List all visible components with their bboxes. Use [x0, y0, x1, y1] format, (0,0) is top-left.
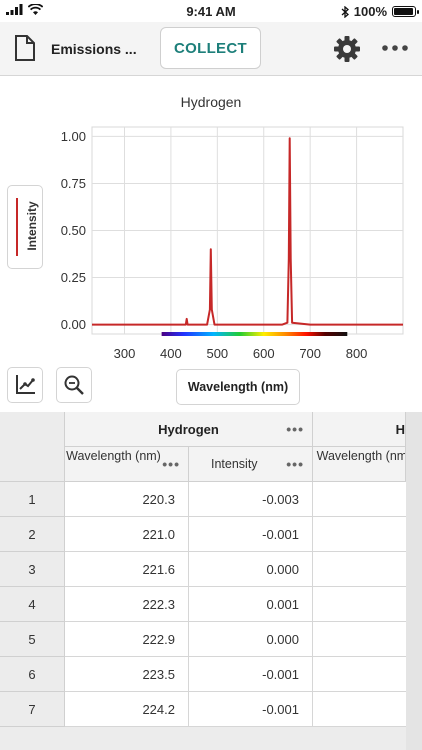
- y-tick-label: 0.50: [61, 223, 86, 238]
- x-axis-label-button[interactable]: Wavelength (nm): [176, 369, 300, 405]
- series-line-hydrogen: [92, 137, 403, 326]
- group-more-icon[interactable]: •••: [286, 421, 304, 437]
- status-left: [6, 4, 43, 15]
- group-header-next[interactable]: H: [313, 412, 406, 447]
- x-tick-label: 500: [206, 346, 228, 361]
- column-header-wavelength-next[interactable]: Wavelength (nm): [313, 447, 406, 482]
- cell-wavelength-next[interactable]: 22: [313, 622, 421, 657]
- y-tick-label: 1.00: [61, 129, 86, 144]
- cell-wavelength[interactable]: 222.3: [65, 587, 189, 622]
- x-tick-label: 700: [299, 346, 321, 361]
- cell-wavelength[interactable]: 221.0: [65, 517, 189, 552]
- zoom-icon: [64, 375, 84, 395]
- cell-wavelength[interactable]: 223.5: [65, 657, 189, 692]
- cell-intensity[interactable]: -0.001: [189, 657, 313, 692]
- bluetooth-icon: [341, 5, 349, 18]
- battery-percent: 100%: [353, 4, 387, 19]
- column-more-icon[interactable]: •••: [162, 456, 180, 472]
- battery-icon: [392, 6, 419, 17]
- wifi-icon: [28, 4, 43, 15]
- column-header-label: Intensity: [211, 456, 258, 471]
- cell-wavelength[interactable]: 222.9: [65, 622, 189, 657]
- cell-wavelength[interactable]: 224.2: [65, 692, 189, 727]
- signal-icon: [6, 4, 23, 15]
- y-tick-label: 0.75: [61, 176, 86, 191]
- cell-wavelength-next[interactable]: 22: [313, 482, 421, 517]
- y-tick-label: 0.25: [61, 270, 86, 285]
- table-corner: [0, 412, 65, 482]
- cell-intensity[interactable]: -0.003: [189, 482, 313, 517]
- collect-button[interactable]: COLLECT: [160, 27, 261, 69]
- cell-wavelength-next[interactable]: 22: [313, 552, 421, 587]
- series-color-swatch: [16, 198, 18, 256]
- gear-icon[interactable]: [333, 35, 361, 63]
- status-right: 100%: [341, 4, 419, 19]
- column-header-label: Wavelength (nm): [66, 449, 161, 463]
- cell-wavelength-next[interactable]: 22: [313, 517, 421, 552]
- next-group-header-label: H: [395, 421, 405, 437]
- cell-intensity[interactable]: 0.000: [189, 552, 313, 587]
- cell-wavelength-next[interactable]: 22: [313, 657, 421, 692]
- status-bar: 9:41 AM 100%: [0, 0, 422, 22]
- table-scrollbar[interactable]: [406, 412, 422, 750]
- cell-wavelength[interactable]: 221.6: [65, 552, 189, 587]
- group-header-label: Hydrogen: [158, 421, 219, 437]
- chart-title: Hydrogen: [180, 94, 242, 110]
- column-header-label: Wavelength (nm): [316, 449, 406, 463]
- cell-wavelength[interactable]: 220.3: [65, 482, 189, 517]
- column-header-wavelength[interactable]: Wavelength (nm) •••: [65, 447, 189, 482]
- row-number[interactable]: 3: [0, 552, 65, 587]
- row-number[interactable]: 2: [0, 517, 65, 552]
- cell-intensity[interactable]: 0.000: [189, 622, 313, 657]
- axis-graph-button[interactable]: [7, 367, 43, 403]
- status-time: 9:41 AM: [186, 4, 236, 19]
- row-number[interactable]: 1: [0, 482, 65, 517]
- row-number[interactable]: 7: [0, 692, 65, 727]
- toolbar: Emissions ... COLLECT: [0, 22, 422, 76]
- y-axis-label: Intensity: [25, 201, 39, 251]
- x-tick-label: 600: [253, 346, 275, 361]
- column-header-intensity[interactable]: Intensity •••: [189, 447, 313, 482]
- zoom-button[interactable]: [56, 367, 92, 403]
- group-header-hydrogen[interactable]: Hydrogen •••: [65, 412, 313, 447]
- document-icon[interactable]: [14, 35, 36, 61]
- battery-level: [394, 8, 413, 15]
- column-more-icon[interactable]: •••: [286, 456, 304, 472]
- row-number[interactable]: 6: [0, 657, 65, 692]
- cell-intensity[interactable]: -0.001: [189, 692, 313, 727]
- y-axis-label-button[interactable]: Intensity: [7, 185, 43, 269]
- cell-intensity[interactable]: -0.001: [189, 517, 313, 552]
- row-number[interactable]: 4: [0, 587, 65, 622]
- cell-wavelength-next[interactable]: 22: [313, 587, 421, 622]
- x-tick-label: 800: [346, 346, 368, 361]
- cell-intensity[interactable]: 0.001: [189, 587, 313, 622]
- row-number[interactable]: 5: [0, 622, 65, 657]
- x-tick-label: 300: [114, 346, 136, 361]
- data-table: Hydrogen ••• H Wavelength (nm) ••• Inten…: [0, 412, 422, 750]
- chart-area: Hydrogen 300 400 500 600 700 800 0.00 0.25 0.50 0…: [0, 77, 422, 410]
- visible-spectrum-band: [161, 332, 348, 336]
- cell-wavelength-next[interactable]: 22: [313, 692, 421, 727]
- spectrum-chart[interactable]: 300 400 500 600 700 800 0.00 0.25 0.50 0.75 1.00: [0, 77, 422, 367]
- x-tick-label: 400: [160, 346, 182, 361]
- more-icon[interactable]: [381, 44, 409, 52]
- document-title[interactable]: Emissions ...: [51, 41, 137, 57]
- axis-graph-icon: [16, 375, 35, 394]
- y-tick-label: 0.00: [61, 317, 86, 332]
